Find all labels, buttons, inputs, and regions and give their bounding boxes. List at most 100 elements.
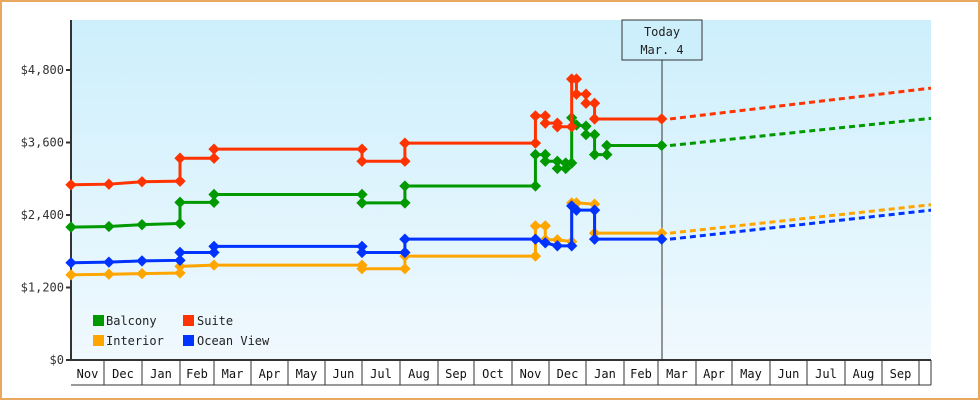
data-point-marker[interactable]	[551, 155, 564, 167]
data-point-marker[interactable]	[208, 259, 220, 271]
data-point-marker[interactable]	[356, 155, 368, 167]
series-balcony	[65, 112, 932, 233]
x-tick-label: Jun	[333, 367, 355, 381]
data-point-marker[interactable]	[588, 128, 601, 141]
y-tick-label: $3,600	[21, 136, 64, 150]
forecast-line	[669, 208, 932, 241]
legend-item-balcony[interactable]: Balcony	[93, 314, 157, 328]
data-point-marker[interactable]	[356, 188, 368, 201]
data-point-marker[interactable]	[551, 234, 564, 246]
data-point-marker[interactable]	[208, 196, 220, 208]
data-point-marker[interactable]	[551, 240, 564, 252]
x-tick-label: Oct	[482, 367, 504, 381]
legend: Balcony Suite Interior Ocean View	[93, 314, 270, 348]
data-point-marker[interactable]	[399, 180, 411, 192]
data-point-marker[interactable]	[529, 233, 542, 245]
x-tick-label: Jan	[150, 367, 172, 381]
x-axis: Nov Dec Jan Feb Mar Apr May Jun Jul Aug Sep Oct Nov D…	[66, 359, 932, 386]
today-annotation: Today Mar. 4	[621, 19, 703, 61]
data-point-marker[interactable]	[656, 139, 668, 152]
x-tick-label: Mar	[666, 367, 688, 381]
data-point-marker[interactable]	[539, 148, 551, 161]
data-point-marker[interactable]	[560, 157, 572, 169]
y-tick-label: $4,800	[21, 63, 64, 77]
data-point-marker[interactable]	[588, 148, 601, 161]
x-tick-label: Mar	[222, 367, 244, 381]
data-point-marker[interactable]	[529, 148, 542, 161]
data-point-marker[interactable]	[356, 263, 368, 275]
data-point-marker[interactable]	[529, 220, 542, 232]
data-point-marker[interactable]	[539, 237, 551, 249]
data-point-marker[interactable]	[208, 143, 220, 155]
x-tick-label: May	[740, 367, 762, 381]
svg-text:Interior: Interior	[106, 334, 164, 348]
data-point-marker[interactable]	[174, 175, 186, 187]
x-tick-label: May	[296, 367, 318, 381]
svg-text:Ocean View: Ocean View	[197, 334, 270, 348]
data-point-marker[interactable]	[539, 220, 551, 232]
data-point-marker[interactable]	[174, 260, 186, 273]
data-point-marker[interactable]	[399, 197, 411, 209]
legend-swatch-icon	[93, 315, 104, 326]
data-point-marker[interactable]	[174, 196, 186, 208]
legend-item-interior[interactable]: Interior	[93, 334, 164, 348]
data-point-marker[interactable]	[539, 155, 551, 167]
data-point-marker[interactable]	[566, 157, 578, 169]
data-point-marker[interactable]	[356, 197, 368, 209]
x-tick-label: Sep	[890, 367, 912, 381]
data-point-marker[interactable]	[588, 204, 601, 216]
y-axis: $0 $1,200 $2,400 $3,600 $4,800	[21, 20, 72, 367]
data-point-marker[interactable]	[656, 233, 668, 245]
data-point-marker[interactable]	[588, 233, 601, 245]
x-tick-label: Nov	[77, 367, 99, 381]
data-point-marker[interactable]	[399, 155, 411, 167]
data-point-marker[interactable]	[529, 180, 542, 192]
y-tick-label: $1,200	[21, 281, 64, 295]
x-tick-label: Sep	[445, 367, 467, 381]
data-point-marker[interactable]	[580, 128, 592, 141]
data-point-marker[interactable]	[208, 152, 220, 164]
legend-swatch-icon	[183, 335, 194, 346]
data-point-marker[interactable]	[208, 240, 220, 253]
data-point-marker[interactable]	[399, 137, 411, 149]
data-point-marker[interactable]	[601, 148, 613, 161]
legend-item-ocean-view[interactable]: Ocean View	[183, 334, 270, 348]
data-point-marker[interactable]	[174, 254, 186, 266]
data-point-marker[interactable]	[174, 267, 186, 279]
data-point-marker[interactable]	[588, 198, 601, 210]
series-interior	[65, 197, 932, 281]
data-point-marker[interactable]	[529, 137, 542, 149]
legend-item-suite[interactable]: Suite	[183, 314, 233, 328]
data-point-marker[interactable]	[551, 162, 564, 175]
x-tick-label: Jul	[815, 367, 837, 381]
legend-swatch-icon	[183, 315, 194, 326]
today-date: Mar. 4	[640, 43, 683, 57]
data-point-marker[interactable]	[570, 204, 583, 216]
data-point-marker[interactable]	[656, 227, 668, 239]
data-point-marker[interactable]	[136, 267, 148, 280]
x-tick-label: Apr	[259, 367, 281, 381]
data-point-marker[interactable]	[174, 152, 186, 164]
data-point-marker[interactable]	[566, 240, 578, 252]
x-tick-label: Aug	[853, 367, 875, 381]
data-point-marker[interactable]	[136, 219, 148, 231]
data-point-marker[interactable]	[174, 217, 186, 230]
x-tick-label: Feb	[630, 367, 652, 381]
x-tick-label: Apr	[703, 367, 725, 381]
x-tick-label: Aug	[408, 367, 430, 381]
data-point-marker[interactable]	[136, 176, 148, 188]
series-layer	[65, 73, 932, 281]
data-point-marker[interactable]	[356, 143, 368, 155]
data-point-marker[interactable]	[601, 139, 613, 152]
data-point-marker[interactable]	[399, 263, 411, 275]
data-point-marker[interactable]	[399, 233, 411, 245]
forecast-line	[669, 116, 932, 148]
data-point-marker[interactable]	[136, 255, 148, 267]
x-tick-label: Dec	[557, 367, 579, 381]
x-tick-label: Jul	[370, 367, 392, 381]
data-point-marker[interactable]	[208, 188, 220, 201]
data-point-marker[interactable]	[356, 240, 368, 253]
forecast-line	[669, 203, 932, 235]
x-tick-label: Feb	[186, 367, 208, 381]
